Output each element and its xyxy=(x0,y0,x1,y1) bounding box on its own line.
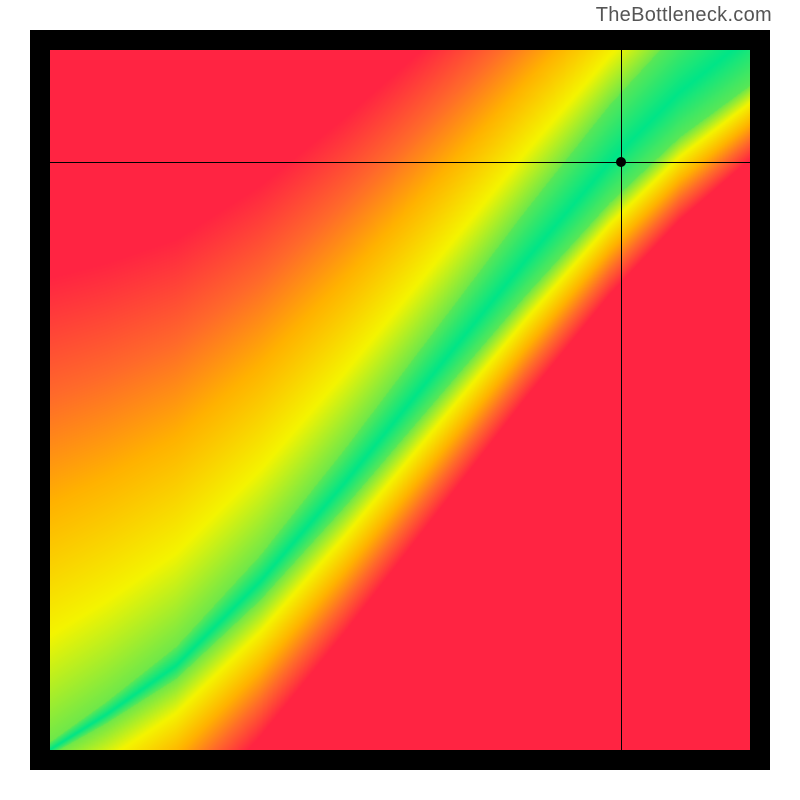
marker-dot xyxy=(616,157,626,167)
crosshair-horizontal xyxy=(30,162,770,163)
plot-outer-frame xyxy=(30,30,770,770)
plot-area xyxy=(50,50,750,750)
crosshair-vertical xyxy=(621,30,622,770)
heatmap-canvas xyxy=(50,50,750,750)
watermark-text: TheBottleneck.com xyxy=(596,4,772,27)
